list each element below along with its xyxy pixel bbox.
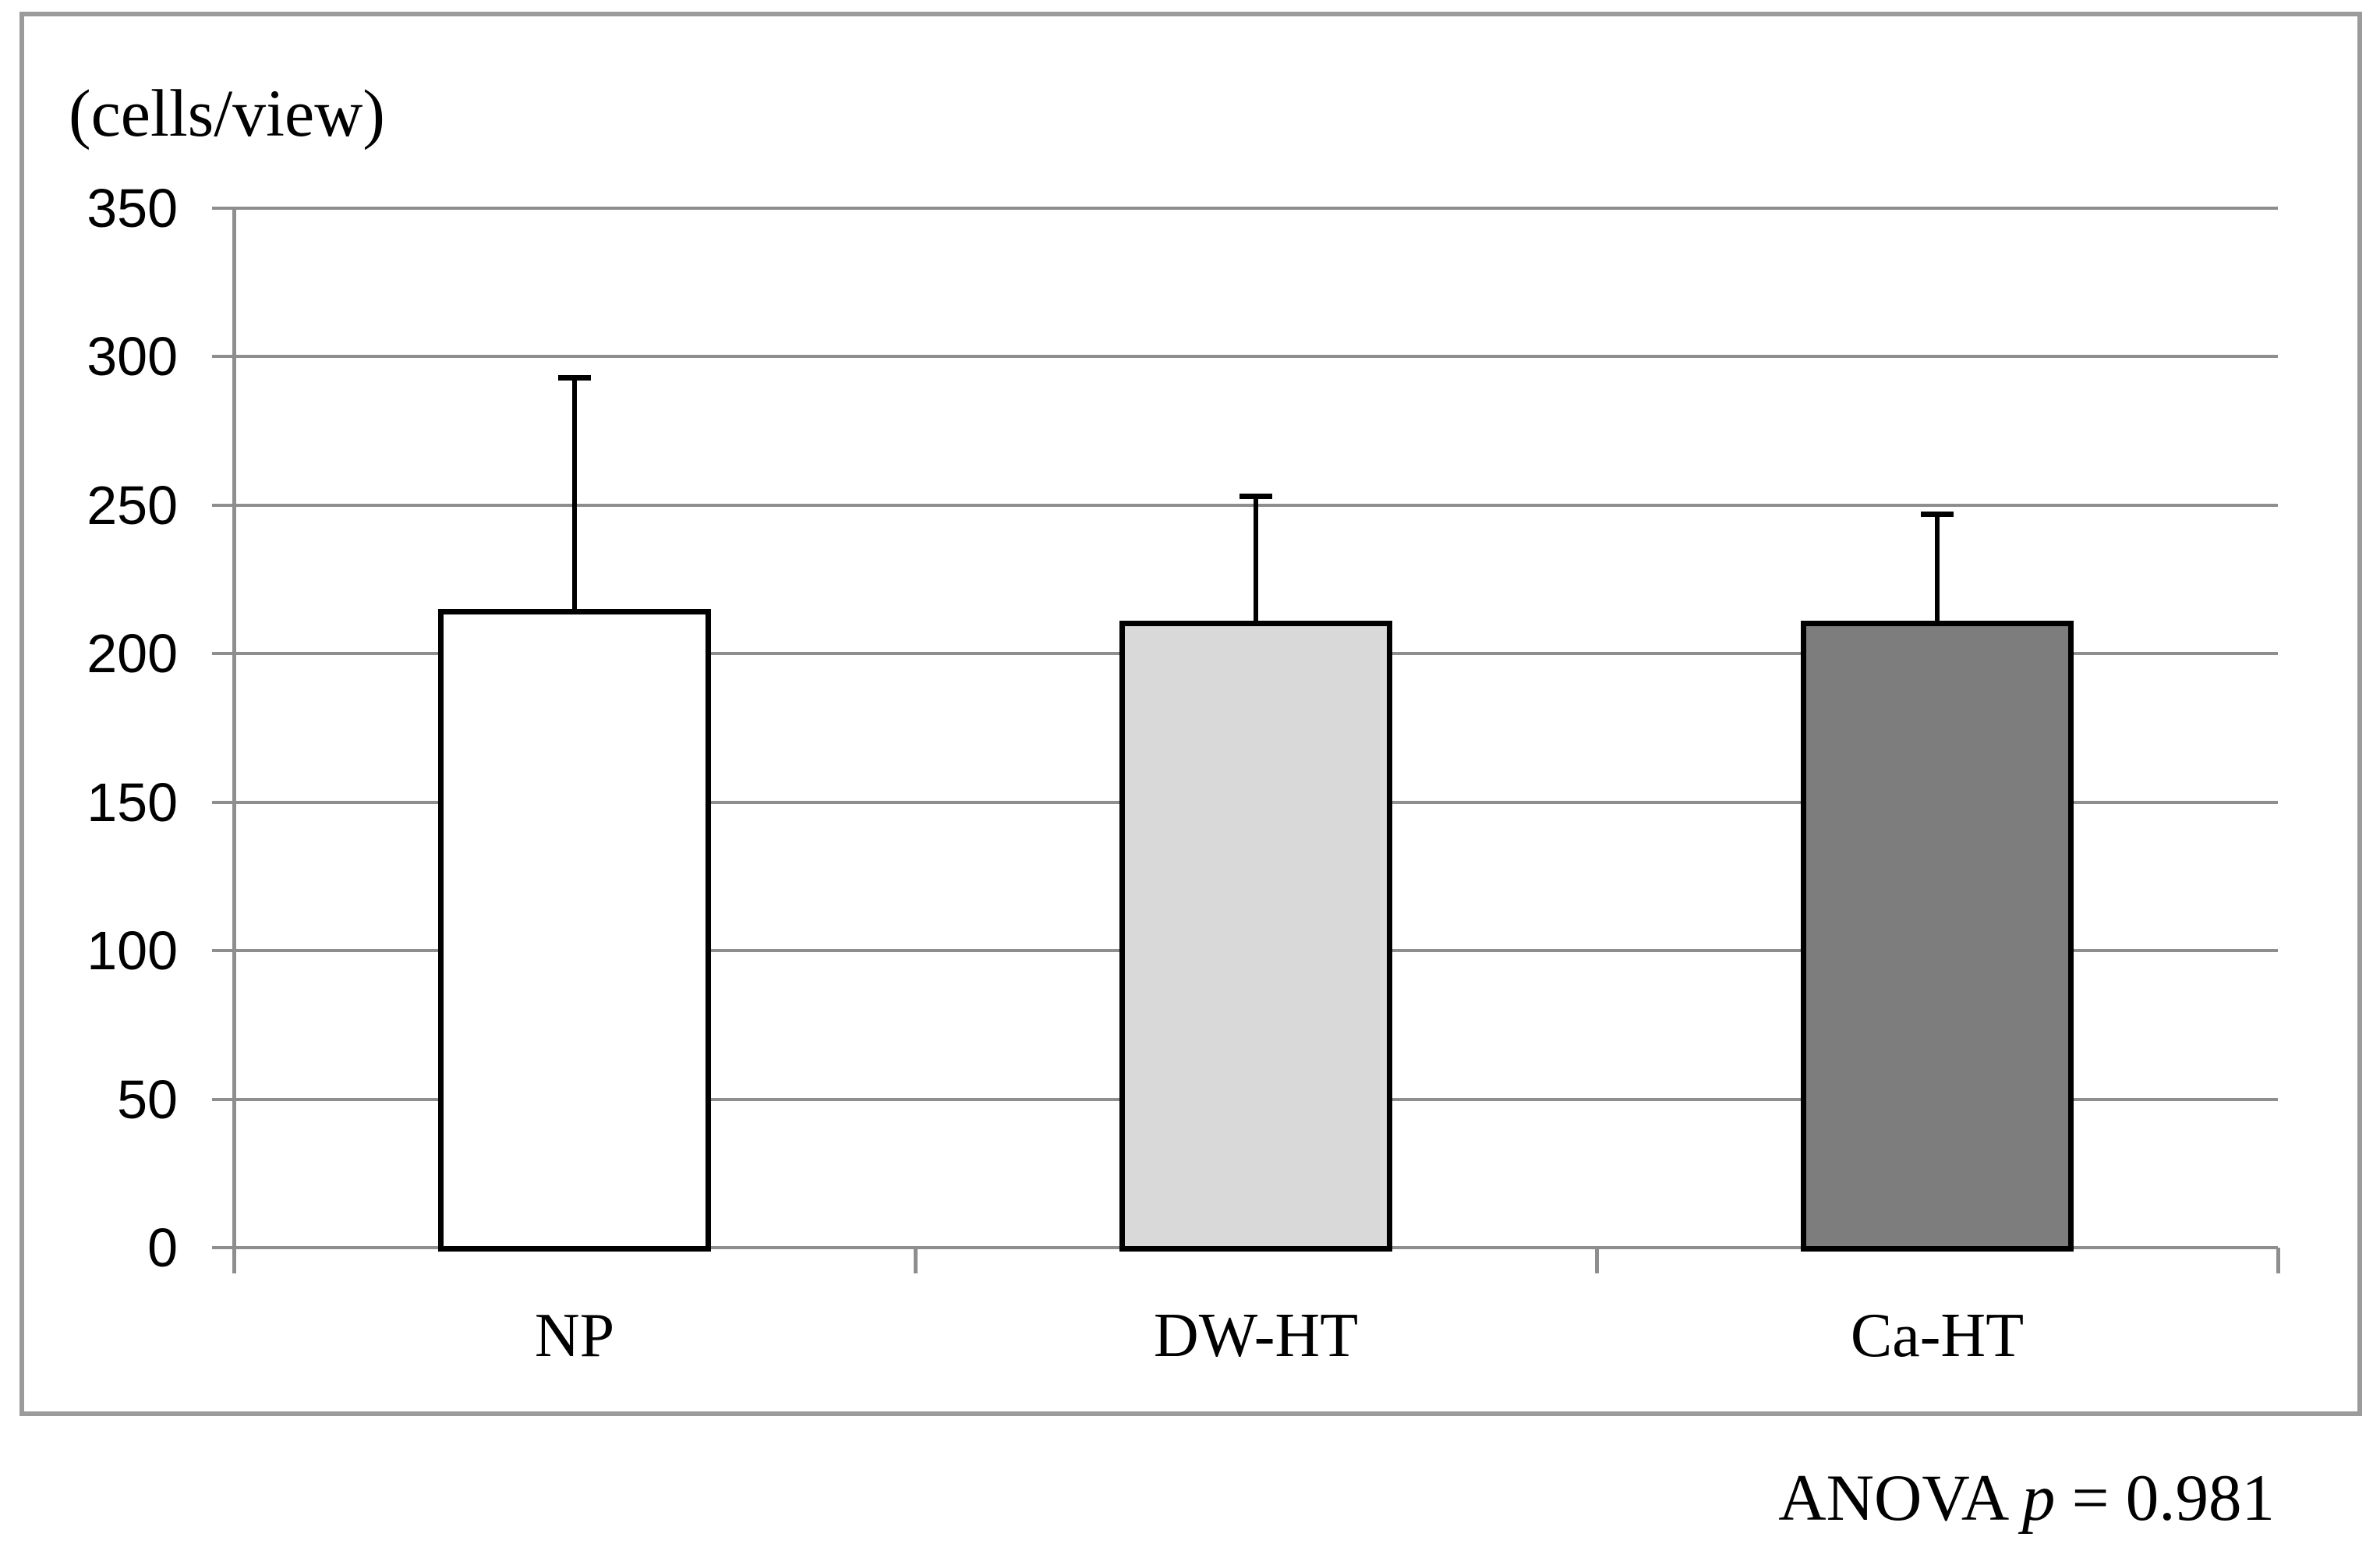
- y-tick-label: 250: [87, 475, 178, 536]
- error-bar-line: [572, 377, 577, 609]
- y-gridline: [212, 504, 2278, 507]
- y-tick-label: 350: [87, 178, 178, 239]
- anova-annotation: ANOVA p = 0.981: [1778, 1460, 2275, 1536]
- bar-np: [438, 609, 711, 1252]
- y-tick-label: 200: [87, 623, 178, 684]
- error-bar-cap: [1240, 494, 1272, 499]
- category-label-ca-ht: Ca-HT: [1850, 1301, 2025, 1370]
- category-label-dw-ht: DW-HT: [1153, 1301, 1359, 1370]
- anova-value: = 0.981: [2055, 1461, 2275, 1535]
- y-gridline: [212, 207, 2278, 210]
- anova-prefix: ANOVA: [1778, 1461, 2022, 1535]
- error-bar-line: [1935, 514, 1940, 621]
- y-axis-line: [232, 207, 236, 1273]
- y-tick-label: 100: [87, 920, 178, 981]
- x-axis-tick: [1595, 1248, 1599, 1273]
- bar-ca-ht: [1801, 621, 2074, 1252]
- category-label-np: NP: [534, 1301, 615, 1370]
- x-axis-tick: [914, 1248, 918, 1273]
- anova-p-symbol: p: [2021, 1461, 2056, 1535]
- x-axis-tick: [2276, 1248, 2280, 1273]
- y-tick-label: 300: [87, 326, 178, 387]
- x-axis-tick: [232, 1248, 236, 1273]
- y-gridline: [212, 355, 2278, 358]
- error-bar-cap: [558, 375, 591, 381]
- bar-dw-ht: [1119, 621, 1392, 1252]
- y-tick-label: 150: [87, 772, 178, 833]
- error-bar-cap: [1921, 512, 1954, 517]
- error-bar-line: [1254, 496, 1258, 621]
- y-tick-label: 50: [117, 1069, 178, 1130]
- y-tick-label: 0: [147, 1217, 178, 1278]
- y-axis-unit-label: (cells/view): [69, 76, 385, 150]
